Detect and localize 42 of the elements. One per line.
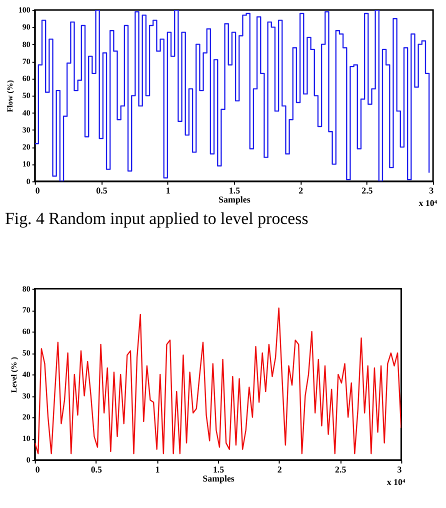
y-tick-label: 0: [26, 176, 30, 186]
y-tick-label: 80: [22, 40, 30, 49]
x-tick-label: 0.5: [90, 464, 103, 474]
y-tick-label: 90: [22, 22, 30, 32]
caption: Fig. 4 Random input applied to level process: [4, 209, 308, 228]
x-tick-label: 3: [397, 464, 402, 474]
y-tick-label: 80: [22, 284, 30, 294]
y-axis-title: Level (% ): [9, 356, 18, 393]
y-tick-label: 50: [22, 348, 30, 358]
x-axis-title: Samples: [202, 473, 235, 484]
x-tick-label: 0: [35, 464, 40, 474]
y-tick-label: 40: [22, 108, 30, 118]
y-tick-label: 30: [22, 125, 30, 134]
y-tick-label: 40: [22, 370, 30, 379]
x-tick-label: 2: [277, 464, 282, 474]
y-tick-label: 0: [26, 456, 30, 465]
y-tick-label: 20: [22, 142, 30, 152]
y-tick-label: 50: [22, 91, 30, 100]
x-tick-label: 3: [429, 186, 434, 196]
y-tick-label: 60: [22, 74, 30, 84]
x-tick-label: 2.5: [362, 186, 374, 196]
x-axis-title: Samples: [218, 194, 251, 205]
y-tick-label: 60: [22, 327, 30, 336]
line-series: [34, 307, 402, 454]
x-tick-label: 0.5: [96, 186, 108, 196]
text: x 10⁴: [418, 198, 438, 208]
x-tick-label: 2: [298, 186, 304, 196]
x-tick-label: 1: [166, 186, 170, 196]
y-tick-label: 100: [18, 6, 30, 15]
x-tick-label: 1.5: [212, 464, 225, 474]
text: x 10⁴: [386, 476, 406, 487]
y-tick-label: 70: [22, 306, 30, 315]
y-tick-label: 10: [22, 160, 30, 169]
y-tick-label: 30: [22, 391, 30, 400]
y-axis-title: Flow (%): [5, 80, 14, 112]
x-tick-label: 1.5: [228, 186, 241, 196]
x-tick-label: 2.5: [335, 464, 347, 474]
x-tick-label: 1: [155, 464, 160, 474]
x-tick-label: 0: [35, 186, 40, 196]
y-tick-label: 10: [22, 434, 30, 444]
y-tick-label: 20: [22, 412, 30, 422]
y-tick-label: 70: [22, 56, 30, 66]
